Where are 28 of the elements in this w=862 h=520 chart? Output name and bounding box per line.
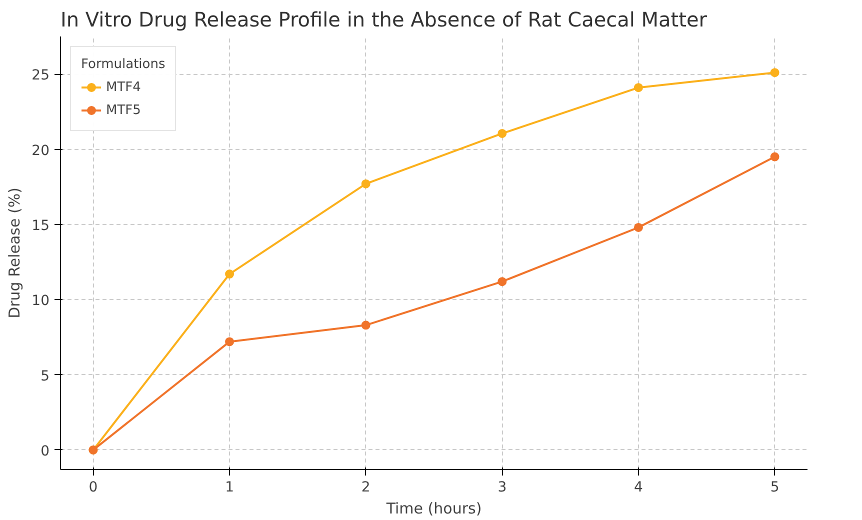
- point: [361, 179, 370, 188]
- point: [770, 68, 780, 78]
- point: [634, 83, 643, 92]
- point: [770, 152, 780, 162]
- point: [498, 277, 507, 286]
- point: [634, 222, 643, 232]
- point: [361, 320, 370, 330]
- y-tick-label: 0: [40, 443, 50, 460]
- x-tick-label: 3: [498, 480, 507, 496]
- chart-title: In Vitro Drug Release Profile in the Absence of Rat Caecal Matter: [60, 8, 708, 32]
- legend-label: MTF5: [106, 102, 141, 118]
- legend-title: Formulations: [81, 57, 166, 72]
- legend-label: MTF4: [106, 80, 141, 94]
- y-tick-label: 15: [32, 218, 50, 234]
- point: [225, 337, 234, 346]
- y-tick-label: 10: [32, 293, 50, 310]
- x-tick-label: 2: [361, 480, 370, 496]
- point: [498, 128, 507, 138]
- point: [225, 270, 234, 279]
- x-tick-label: 5: [770, 480, 780, 496]
- y-tick-label: 5: [40, 368, 50, 384]
- x-axis-title: Time (hours): [385, 500, 482, 518]
- y-tick-label: 20: [32, 142, 50, 159]
- y-tick-label: 25: [32, 68, 50, 84]
- y-axis-title: Drug Release (%): [6, 188, 24, 318]
- x-tick-label: 4: [634, 480, 644, 496]
- x-tick-label: 1: [225, 480, 234, 496]
- x-tick-label: 0: [88, 480, 98, 496]
